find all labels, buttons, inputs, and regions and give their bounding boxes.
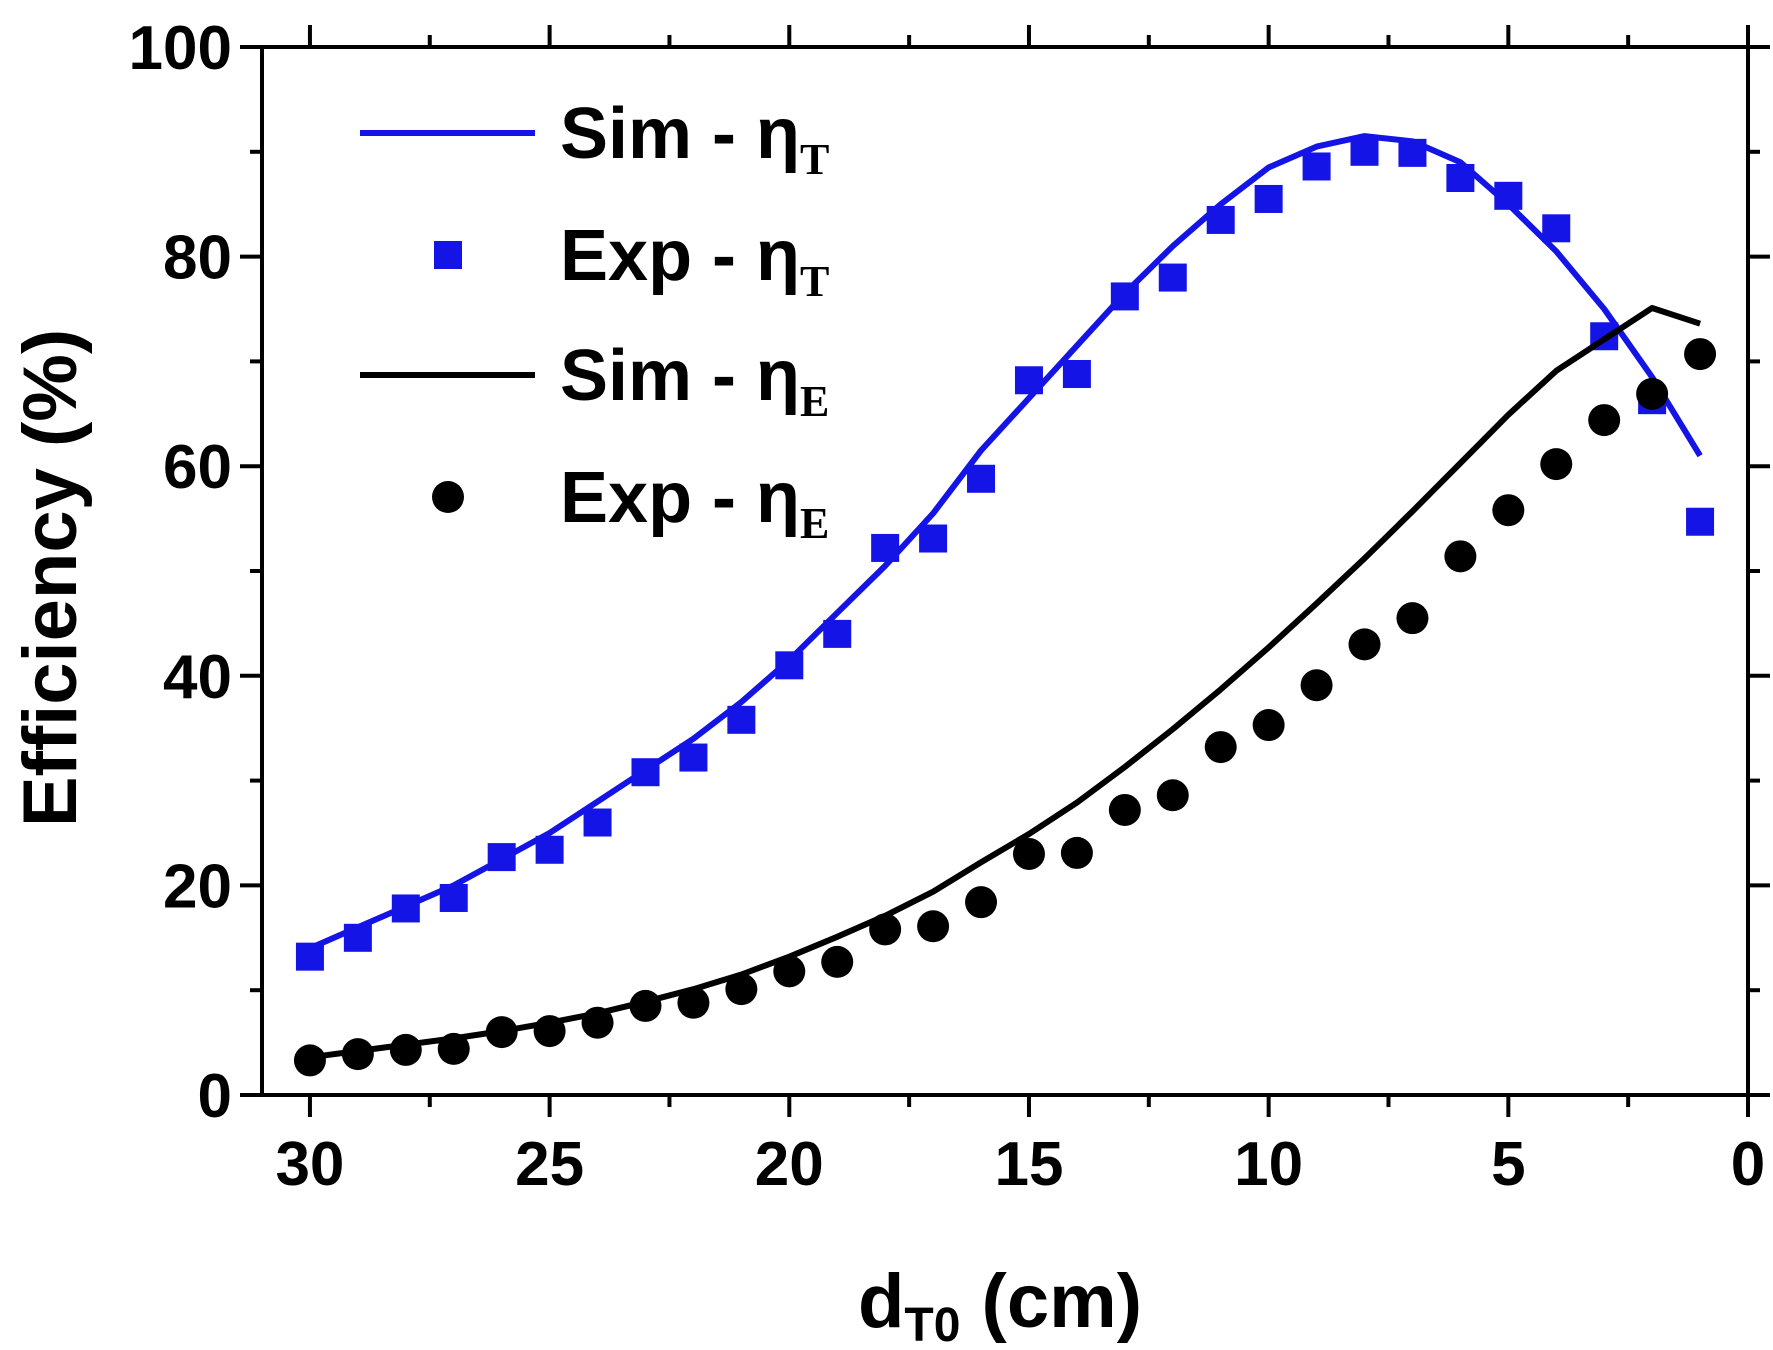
y-tick-label: 40	[163, 643, 232, 712]
data-point-square	[967, 464, 996, 493]
data-point-circle	[1348, 628, 1381, 661]
data-point-square	[535, 835, 564, 864]
y-tick-label: 100	[129, 14, 232, 83]
series-line	[308, 133, 1703, 952]
x-axis-title-unit: (cm)	[960, 1259, 1142, 1344]
data-point-square	[1446, 164, 1475, 192]
y-tick-label: 20	[163, 852, 232, 921]
legend-circle-swatch	[432, 481, 464, 513]
x-tick-label: 25	[515, 1130, 584, 1199]
axes: 30 25 20 15 10 5 0 0 20 40 60 80 100	[129, 14, 1770, 1199]
data-point-circle	[1684, 338, 1717, 371]
x-axis-title-subscript: T0	[904, 1299, 960, 1350]
data-point-square	[1110, 282, 1139, 311]
legend-label: Exp - ηT	[560, 216, 829, 306]
data-point-square	[1014, 366, 1043, 395]
series-4	[293, 338, 1717, 1077]
data-point-circle	[341, 1038, 374, 1071]
data-point-circle	[1300, 669, 1333, 702]
data-point-circle	[293, 1044, 326, 1077]
x-tick-label: 0	[1731, 1130, 1765, 1199]
x-tick-label: 30	[275, 1130, 344, 1199]
data-point-square	[1302, 152, 1331, 181]
legend-label: Sim - ηT	[560, 94, 829, 184]
data-point-circle	[677, 986, 710, 1019]
data-point-circle	[965, 886, 998, 919]
data-point-circle	[1156, 779, 1189, 812]
data-point-square	[631, 758, 660, 787]
legend-entry: Sim - ηE	[360, 336, 829, 426]
data-point-circle	[1108, 793, 1141, 826]
data-point-square	[1398, 138, 1427, 167]
data-point-square	[919, 524, 948, 553]
legend-entry: Sim - ηT	[360, 94, 829, 184]
axis-titles: Efficiency (%) dT0 (cm)	[8, 329, 1142, 1350]
plot-area	[293, 133, 1717, 1077]
legend-label: Exp - ηE	[560, 458, 829, 548]
data-point-circle	[581, 1006, 614, 1039]
data-point-square	[1158, 263, 1187, 292]
data-point-circle	[437, 1032, 470, 1065]
data-point-square	[487, 843, 516, 872]
data-point-square	[1062, 359, 1091, 388]
data-point-square	[823, 619, 852, 648]
plot-frame	[260, 45, 1750, 1097]
data-point-square	[775, 651, 804, 680]
data-point-square	[343, 923, 372, 952]
data-point-circle	[1588, 404, 1621, 437]
data-point-circle	[1012, 837, 1045, 870]
data-point-circle	[773, 955, 806, 988]
data-point-square	[439, 883, 468, 912]
data-point-circle	[869, 913, 902, 946]
data-point-circle	[1636, 377, 1669, 410]
data-point-circle	[1444, 540, 1477, 573]
x-axis-title-main: d	[858, 1259, 904, 1344]
data-point-circle	[485, 1016, 518, 1049]
y-axis-title: Efficiency (%)	[8, 329, 93, 827]
data-point-circle	[389, 1033, 422, 1066]
data-point-square	[1254, 184, 1283, 213]
legend: Sim - ηT Exp - ηT Sim - ηE Exp - ηE	[360, 94, 829, 548]
data-point-circle	[725, 973, 758, 1006]
data-point-circle	[533, 1015, 566, 1048]
data-point-circle	[1540, 448, 1573, 481]
legend-entry: Exp - ηT	[434, 216, 829, 306]
data-point-square	[727, 705, 756, 734]
data-point-circle	[629, 989, 662, 1022]
data-point-square	[1206, 205, 1235, 234]
legend-label: Sim - ηE	[560, 336, 829, 426]
data-point-circle	[1492, 494, 1525, 527]
data-point-circle	[917, 910, 950, 943]
x-tick-label: 5	[1491, 1130, 1525, 1199]
legend-square-swatch	[434, 241, 462, 269]
x-axis-title: dT0 (cm)	[858, 1259, 1142, 1350]
data-point-circle	[1060, 836, 1093, 869]
x-tick-label: 20	[755, 1130, 824, 1199]
x-tick-label: 10	[1234, 1130, 1303, 1199]
data-point-square	[295, 942, 324, 971]
y-tick-label: 80	[163, 224, 232, 293]
data-point-circle	[821, 945, 854, 978]
data-point-square	[871, 533, 900, 562]
data-point-circle	[1396, 602, 1429, 635]
series-1	[308, 133, 1703, 952]
data-point-square	[583, 808, 612, 837]
data-point-circle	[1252, 709, 1285, 742]
legend-entry: Exp - ηE	[432, 458, 829, 548]
data-point-circle	[1204, 731, 1237, 764]
data-point-square	[1494, 181, 1523, 210]
data-point-square	[391, 894, 420, 923]
data-point-square	[679, 743, 708, 772]
x-tick-label: 15	[994, 1130, 1063, 1199]
y-tick-label: 60	[163, 433, 232, 502]
data-point-square	[1350, 137, 1379, 166]
data-point-square	[1686, 507, 1715, 536]
y-tick-label: 0	[198, 1062, 232, 1131]
data-point-square	[1542, 214, 1571, 243]
